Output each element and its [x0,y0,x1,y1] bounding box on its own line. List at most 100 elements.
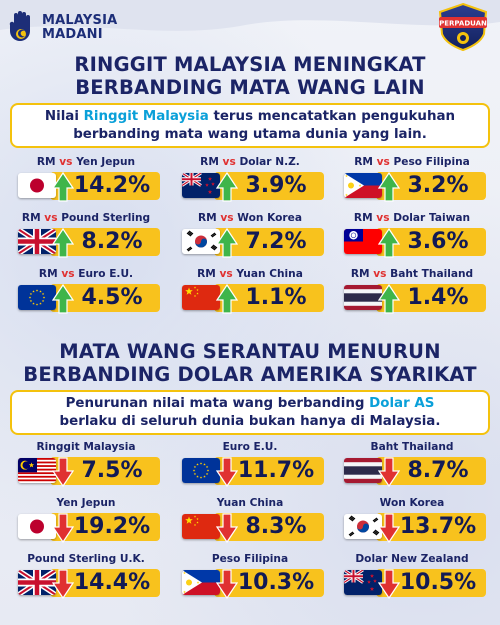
up-arrow-icon [378,284,400,314]
section2-subtitle-box: Penurunan nilai mata wang berbanding Dol… [10,390,490,435]
madani-hand-icon [9,11,30,41]
uk-flag-icon [18,229,56,254]
currency-label: RM vs Won Korea [172,212,328,224]
section2-title-line1: MATA WANG SERANTAU MENURUN [59,340,441,363]
section2-subtitle-highlight: Dolar AS [369,395,435,411]
percent-value: 3.6% [407,229,469,254]
percent-value: 7.5% [81,458,143,483]
percent-value: 10.3% [237,570,315,595]
currency-card: Ringgit Malaysia 7.5% [8,441,164,493]
vs-label: vs [44,212,58,224]
percent-value: 3.9% [245,173,307,198]
currency-name: Peso Filipina [389,156,470,168]
up-arrow-icon [378,172,400,202]
down-arrow-icon [216,457,238,487]
percent-value: 8.3% [245,514,307,539]
section2-title-line2: BERBANDING DOLAR AMERIKA SYARIKAT [23,363,477,386]
currency-label: Euro E.U. [222,441,278,453]
new-zealand-flag-icon [182,173,220,198]
down-arrow-icon [52,513,74,543]
up-arrow-icon [216,172,238,202]
currency-name: Pound Sterling [57,212,151,224]
section1-subtitle-box: Nilai Ringgit Malaysia terus mencatatkan… [10,103,490,148]
down-arrow-icon [216,513,238,543]
china-flag-icon [182,285,220,310]
currency-card: Peso Filipina 10.3% [172,553,328,605]
currency-label: RM vs Yuan China [172,268,328,280]
section1-title-line1: RINGGIT MALAYSIA MENINGKAT [74,53,426,76]
currency-card: RM vs Euro E.U. 4.5% [8,268,164,320]
header-wave-decoration [0,0,500,31]
currency-label: Yuan China [216,497,284,509]
vs-label: vs [59,156,73,168]
section2-subtitle: Penurunan nilai mata wang berbanding Dol… [60,395,441,431]
currency-card: Baht Thailand 8.7% [334,441,490,493]
rm-label: RM [200,156,223,168]
thailand-flag-icon [344,458,382,483]
currency-name: Euro E.U. [74,268,134,280]
rm-label: RM [354,156,377,168]
currency-label: Ringgit Malaysia [36,441,136,453]
percent-value: 8.7% [407,458,469,483]
eu-flag-icon [18,285,56,310]
vs-label: vs [222,156,236,168]
currency-label: Yen Jepun [56,497,116,509]
currency-card: Euro E.U. 11.7% [172,441,328,493]
new-zealand-flag-icon [344,570,382,595]
percent-value: 3.2% [407,173,469,198]
currency-label: Pound Sterling U.K. [27,553,145,565]
japan-flag-icon [18,514,56,539]
rm-label: RM [21,212,45,224]
currency-name: Dolar N.Z. [235,156,300,168]
percent-value: 1.1% [245,285,307,310]
currency-card: RM vs Dolar Taiwan 3.6% [334,212,490,264]
currency-label: Dolar New Zealand [355,553,469,565]
perpaduan-badge-icon: PERPADUAN [438,2,488,52]
down-arrow-icon [378,513,400,543]
south-korea-flag-icon [344,514,382,539]
percent-value: 7.2% [245,229,307,254]
down-arrow-icon [52,569,74,599]
currency-label: Won Korea [379,497,445,509]
currency-label: Peso Filipina [211,553,289,565]
percent-value: 1.4% [407,285,469,310]
currency-name: Baht Thailand [386,268,474,280]
currency-card: RM vs Baht Thailand 1.4% [334,268,490,320]
down-arrow-icon [378,457,400,487]
rm-label: RM [350,268,374,280]
up-arrow-icon [216,228,238,258]
currency-card: RM vs Yuan China 1.1% [172,268,328,320]
philippines-flag-icon [182,570,220,595]
up-arrow-icon [216,284,238,314]
percent-value: 8.2% [81,229,143,254]
section1-title-line2: BERBANDING MATA WANG LAIN [75,76,425,99]
japan-flag-icon [18,173,56,198]
vs-label: vs [376,212,390,224]
eu-flag-icon [182,458,220,483]
currency-card: Yuan China 8.3% [172,497,328,549]
currency-name: Won Korea [233,212,302,224]
currency-name: Yen Jepun [72,156,136,168]
currency-card: RM vs Peso Filipina 3.2% [334,156,490,208]
thailand-flag-icon [344,285,382,310]
currency-card: RM vs Won Korea 7.2% [172,212,328,264]
up-arrow-icon [378,228,400,258]
uk-flag-icon [18,570,56,595]
currency-label: Baht Thailand [370,441,454,453]
currency-card: Yen Jepun 19.2% [8,497,164,549]
section1-subtitle-post: terus mencatatkan pengukuhan [208,108,456,124]
section1-subtitle: Nilai Ringgit Malaysia terus mencatatkan… [45,108,455,144]
currency-label: RM vs Yen Jepun [8,156,164,168]
rm-label: RM [198,212,221,224]
percent-value: 19.2% [73,514,151,539]
vs-label: vs [373,268,387,280]
taiwan-flag-icon [344,229,382,254]
china-flag-icon [182,514,220,539]
percent-value: 14.2% [73,173,151,198]
down-arrow-icon [216,569,238,599]
logo-line2: MADANI [42,27,103,42]
up-arrow-icon [52,284,74,314]
badge-text: PERPADUAN [439,20,487,28]
currency-label: RM vs Euro E.U. [8,268,164,280]
percent-value: 13.7% [399,514,477,539]
